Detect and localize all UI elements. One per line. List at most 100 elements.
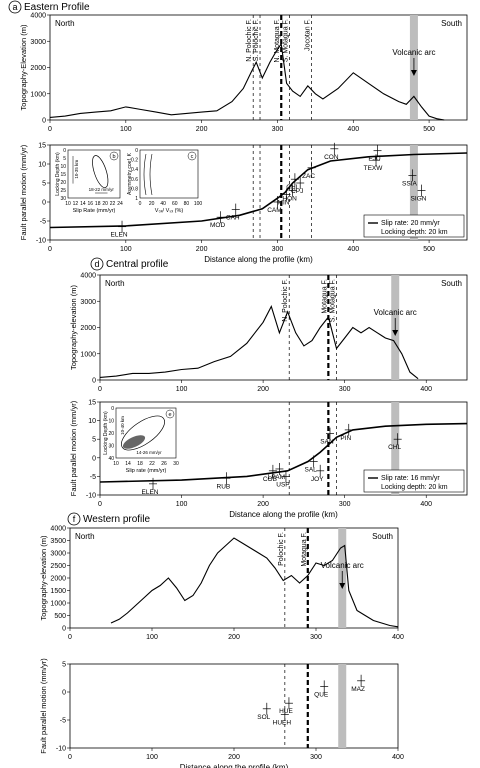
y-tick-label: 500: [54, 613, 66, 620]
inset-c-x-tick-label: 80: [184, 201, 190, 207]
fault-label: N. Polochic F.: [246, 19, 253, 62]
x-tick-label: 500: [423, 126, 435, 133]
x-tick-label: 200: [257, 386, 269, 393]
y-tick-label: 0: [62, 626, 66, 633]
volcanic-arc-arrowhead: [339, 583, 346, 589]
x-tick-label: 400: [392, 754, 404, 761]
south-label: South: [441, 19, 462, 28]
inset-c-curve-left: [143, 153, 147, 196]
plot-frame: [99, 401, 468, 496]
data-point-label: MIN: [278, 199, 290, 206]
inset-b-x-tick-label: 14: [80, 201, 86, 207]
y-tick-label: 3000: [50, 551, 66, 558]
x-tick-label: 0: [48, 126, 52, 133]
x-tick-label: 100: [146, 754, 158, 761]
inset-b-badge: [109, 151, 119, 161]
y-tick-label: -5: [60, 718, 66, 725]
inset-e-badge: [165, 409, 175, 419]
inset-c-curve-right: [149, 153, 153, 196]
inset-c-x-tick-label: 20: [149, 201, 155, 207]
chart-d-topography: 0 1000 2000 3000 4000 0 100 200 300 400 Topography…: [69, 273, 468, 393]
north-label: North: [55, 19, 75, 28]
fault-label: S. Motagua F.: [283, 19, 290, 62]
legend-box: [363, 214, 465, 238]
y-tick-label: 10: [38, 162, 46, 169]
y-tick-label: 2000: [50, 576, 66, 583]
x-tick-label: 200: [257, 501, 269, 508]
data-point-label: USP: [276, 481, 289, 488]
plot-frame: [69, 663, 399, 749]
panel-f-badge: [67, 512, 81, 526]
topography-line: [110, 537, 399, 628]
y-tick-label: -10: [56, 746, 66, 753]
inset-b-x-tick-label: 20: [102, 201, 108, 207]
volcanic-arc-band: [391, 402, 400, 495]
inset-e-x-tick-label: 22: [149, 461, 155, 467]
legend-slip-rate: Slip rate: 20 mm/yr: [381, 220, 440, 227]
panel-d-header: d Central profile: [90, 257, 169, 271]
x-tick-label: 100: [120, 126, 132, 133]
x-tick-label: 400: [347, 126, 359, 133]
x-tick-label: 200: [228, 634, 240, 641]
inset-e-range-x-label: 14-26 mm/yr: [136, 450, 162, 455]
data-point-label: QUE: [314, 691, 329, 698]
fault-label: N. Motagua F.: [274, 19, 281, 63]
x-tick-label: 300: [272, 246, 284, 253]
y-tick-label: -5: [40, 219, 46, 226]
x-tick-label: 400: [392, 634, 404, 641]
inset-e-x-tick-label: 18: [137, 461, 143, 467]
y-tick-label: 0: [42, 200, 46, 207]
panel-d-letter: d: [94, 259, 99, 269]
plot-frame: [69, 527, 399, 629]
inset-b-y-tick-label: 0: [63, 148, 66, 154]
topography-line: [49, 42, 445, 121]
inset-b-y-tick-label: 25: [60, 188, 66, 194]
data-point-label: HUE: [279, 708, 293, 715]
south-label: South: [441, 279, 462, 288]
panel-f-letter: f: [73, 514, 76, 524]
fault-label: S. Motagua F.: [330, 279, 337, 322]
y-axis-label: Fault parallel motion (mm/yr): [39, 658, 48, 754]
inset-e-confidence-ellipse: [121, 415, 165, 451]
y-tick-label: 0: [42, 118, 46, 125]
inset-c-x-tick-label: 100: [194, 201, 203, 207]
x-tick-label: 0: [68, 634, 72, 641]
inset-b-y-tick-label: 10: [60, 164, 66, 170]
inset-e-y-tick-label: 10: [108, 419, 114, 425]
volcanic-arc-label: Volcanic arc: [392, 48, 435, 57]
data-point-label: CAH: [226, 215, 240, 222]
inset-b-range-y-label: 10-35 km: [74, 160, 79, 179]
inset-e-x-tick-label: 26: [161, 461, 167, 467]
inset-c-y-tick-label: 0.2: [131, 158, 138, 164]
y-tick-label: 0: [62, 690, 66, 697]
y-tick-label: 1500: [50, 588, 66, 595]
data-point-label: ELEN: [111, 232, 128, 239]
legend-locking-depth: Locking depth: 20 km: [381, 484, 448, 491]
y-tick-label: 3000: [80, 299, 96, 306]
inset-e-frame: [115, 407, 177, 459]
y-axis-label: Topography-Elevation (m): [19, 24, 28, 110]
panel-a-letter: a: [12, 2, 17, 12]
x-tick-label: 300: [339, 386, 351, 393]
data-point-label: COB: [263, 476, 277, 483]
x-tick-label: 200: [196, 126, 208, 133]
data-point-label: LPAM: [268, 474, 285, 481]
data-point-label: HON: [282, 196, 297, 203]
x-tick-label: 300: [310, 754, 322, 761]
data-point-label: CHI: [286, 184, 297, 191]
y-tick-label: 2000: [30, 65, 46, 72]
data-point-label: SAL: [305, 467, 318, 474]
data-point-label: CAM: [267, 207, 281, 214]
inset-c-y-tick-label: 0.6: [131, 177, 138, 183]
data-point-label: SSIA: [402, 180, 417, 187]
panel-f-header: f Western profile: [67, 512, 151, 526]
data-point-label: PIN: [340, 435, 351, 442]
inset-c-letter: c: [191, 154, 194, 160]
data-point-label: CHL: [388, 444, 401, 451]
chart-a-topography: 0 1000 2000 3000 4000 0 100 200 300 400 500 Topogra…: [19, 13, 468, 133]
volcanic-arc-arrowhead: [410, 70, 417, 76]
panel-a-badge: [8, 0, 22, 14]
inset-b-y-tick-label: 30: [60, 196, 66, 202]
